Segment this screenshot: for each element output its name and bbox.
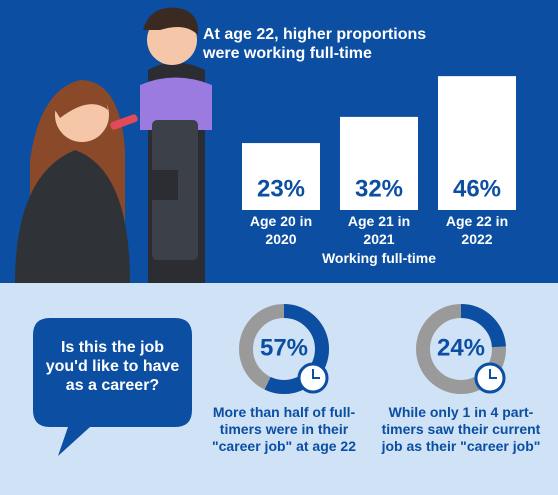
x-axis-label: Working full-time [321,250,437,266]
category-label: Age 22 in 2022 [445,213,509,247]
donut-arc [416,304,506,394]
category-label: Age 21 in 2021 [347,213,411,247]
bar [438,76,516,210]
bar [242,143,320,210]
clock-hands [312,369,320,379]
speech-bubble [33,318,192,456]
value-label: 23% [257,175,305,202]
donut-arc [239,304,329,394]
value-label: 32% [355,175,403,202]
bar [340,116,418,210]
clock-hands [489,369,497,379]
donut-label: 57% [260,334,308,361]
donut-caption: While only 1 in 4 part-timers saw their … [381,404,541,454]
value-label: 46% [453,175,501,202]
bar-title: At age 22, higher proportions were worki… [203,26,427,62]
illustration [15,7,212,283]
question: Is this the job you'd like to have as a … [45,339,180,394]
category-label: Age 20 in 2020 [249,213,313,247]
donut-label: 24% [437,334,485,361]
donut-caption: More than half of full-timers were in th… [211,404,356,454]
